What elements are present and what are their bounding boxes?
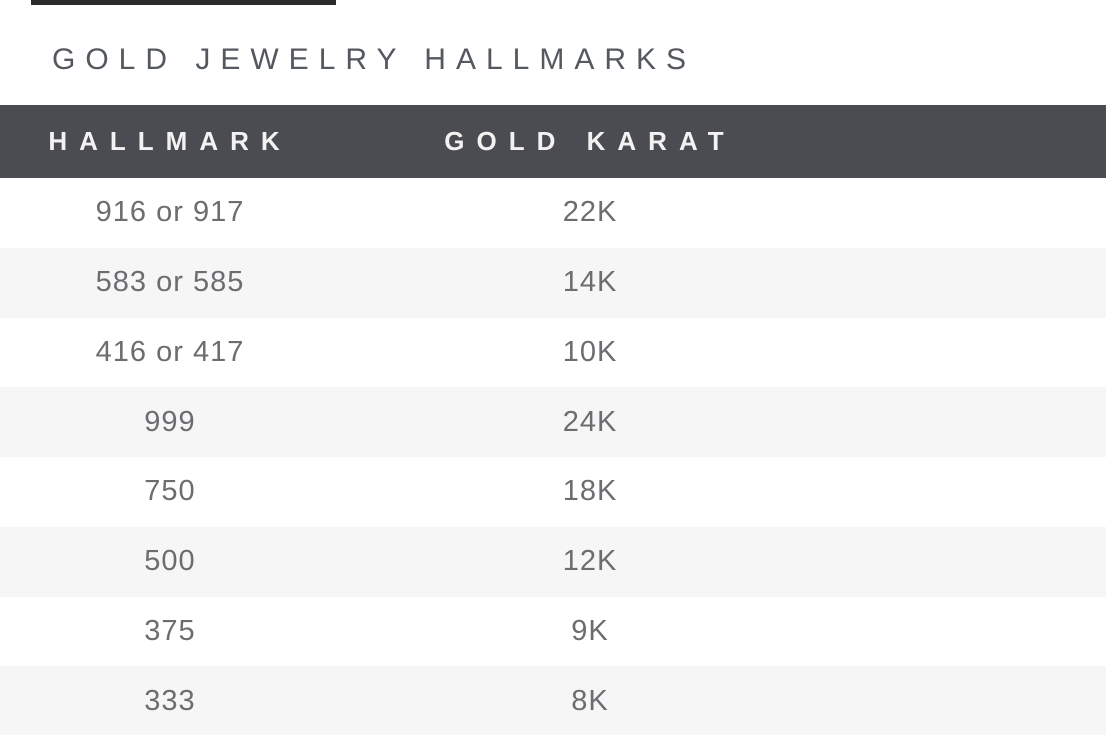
karat-cell: 22K bbox=[562, 196, 618, 229]
column-header-gold-karat: GOLD KARAT bbox=[444, 126, 736, 156]
spacer-cell bbox=[840, 387, 1106, 457]
hallmark-cell: 416 or 417 bbox=[95, 335, 245, 368]
hallmark-cell: 750 bbox=[144, 475, 196, 508]
table-row: 375 9K bbox=[0, 596, 1106, 667]
karat-cell: 8K bbox=[571, 684, 609, 717]
karat-cell: 10K bbox=[562, 335, 618, 368]
spacer-cell bbox=[840, 666, 1106, 735]
table-row: 500 12K bbox=[0, 526, 1106, 597]
table-row: 416 or 417 10K bbox=[0, 317, 1106, 388]
karat-cell: 9K bbox=[571, 614, 609, 647]
hallmark-cell: 583 or 585 bbox=[95, 266, 245, 299]
spacer-column bbox=[840, 105, 1106, 178]
hallmark-cell: 999 bbox=[144, 405, 196, 438]
page-title: GOLD JEWELRY HALLMARKS bbox=[52, 43, 697, 76]
hallmark-cell: 500 bbox=[144, 545, 196, 578]
table-row: 916 or 917 22K bbox=[0, 178, 1106, 248]
karat-cell: 18K bbox=[562, 475, 618, 508]
spacer-cell bbox=[840, 318, 1106, 388]
karat-cell: 14K bbox=[562, 266, 618, 299]
karat-cell: 12K bbox=[562, 545, 618, 578]
spacer-cell bbox=[840, 597, 1106, 667]
spacer-cell bbox=[840, 527, 1106, 597]
table-row: 333 8K bbox=[0, 666, 1106, 735]
spacer-cell bbox=[840, 178, 1106, 248]
column-header-hallmark: HALLMARK bbox=[48, 126, 292, 156]
top-edge-line bbox=[31, 0, 336, 5]
karat-cell: 24K bbox=[562, 405, 618, 438]
table-row: 750 18K bbox=[0, 457, 1106, 527]
spacer-cell bbox=[840, 457, 1106, 527]
table-row: 999 24K bbox=[0, 387, 1106, 457]
table-header-row: HALLMARK GOLD KARAT bbox=[0, 105, 1106, 178]
hallmark-cell: 375 bbox=[144, 614, 196, 647]
table-row: 583 or 585 14K bbox=[0, 247, 1106, 318]
hallmark-cell: 333 bbox=[144, 684, 196, 717]
hallmark-table: HALLMARK GOLD KARAT 916 or 917 22K 583 or … bbox=[0, 105, 1106, 735]
spacer-cell bbox=[840, 248, 1106, 318]
hallmark-cell: 916 or 917 bbox=[95, 196, 245, 229]
